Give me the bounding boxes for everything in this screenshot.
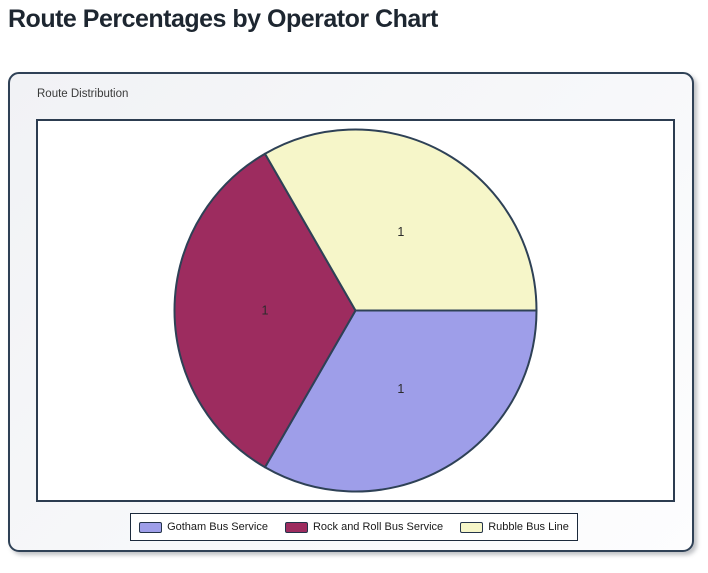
legend-entry-rock-and-roll: Rock and Roll Bus Service xyxy=(284,521,444,533)
chart-legend: Gotham Bus Service Rock and Roll Bus Ser… xyxy=(130,513,578,541)
group-box-label: Route Distribution xyxy=(37,88,129,100)
pie-slice-2 xyxy=(264,128,538,312)
pie-slice-0 xyxy=(264,309,538,493)
pie-slice-label-1: 1 xyxy=(262,304,269,318)
page-title: Route Percentages by Operator Chart xyxy=(8,5,438,33)
legend-swatch-gotham xyxy=(139,521,163,533)
route-distribution-panel: Route Distribution 1 1 1 Gotham Bus Servic… xyxy=(8,72,694,552)
pie-chart-svg: 1 1 1 xyxy=(173,128,538,493)
pie-chart-plot-area: 1 1 1 xyxy=(36,119,675,502)
legend-label-gotham: Gotham Bus Service xyxy=(167,521,268,533)
legend-label-rock-and-roll: Rock and Roll Bus Service xyxy=(312,521,444,533)
legend-label-rubble: Rubble Bus Line xyxy=(488,521,569,533)
pie-slice-1 xyxy=(173,152,357,469)
pie-slice-label-2: 1 xyxy=(397,225,404,239)
pie-slice-label-0: 1 xyxy=(397,382,404,396)
legend-swatch-rubble xyxy=(460,521,484,533)
legend-entry-gotham: Gotham Bus Service xyxy=(139,521,268,533)
legend-swatch-rock-and-roll xyxy=(284,521,308,533)
legend-entry-rubble: Rubble Bus Line xyxy=(460,521,569,533)
